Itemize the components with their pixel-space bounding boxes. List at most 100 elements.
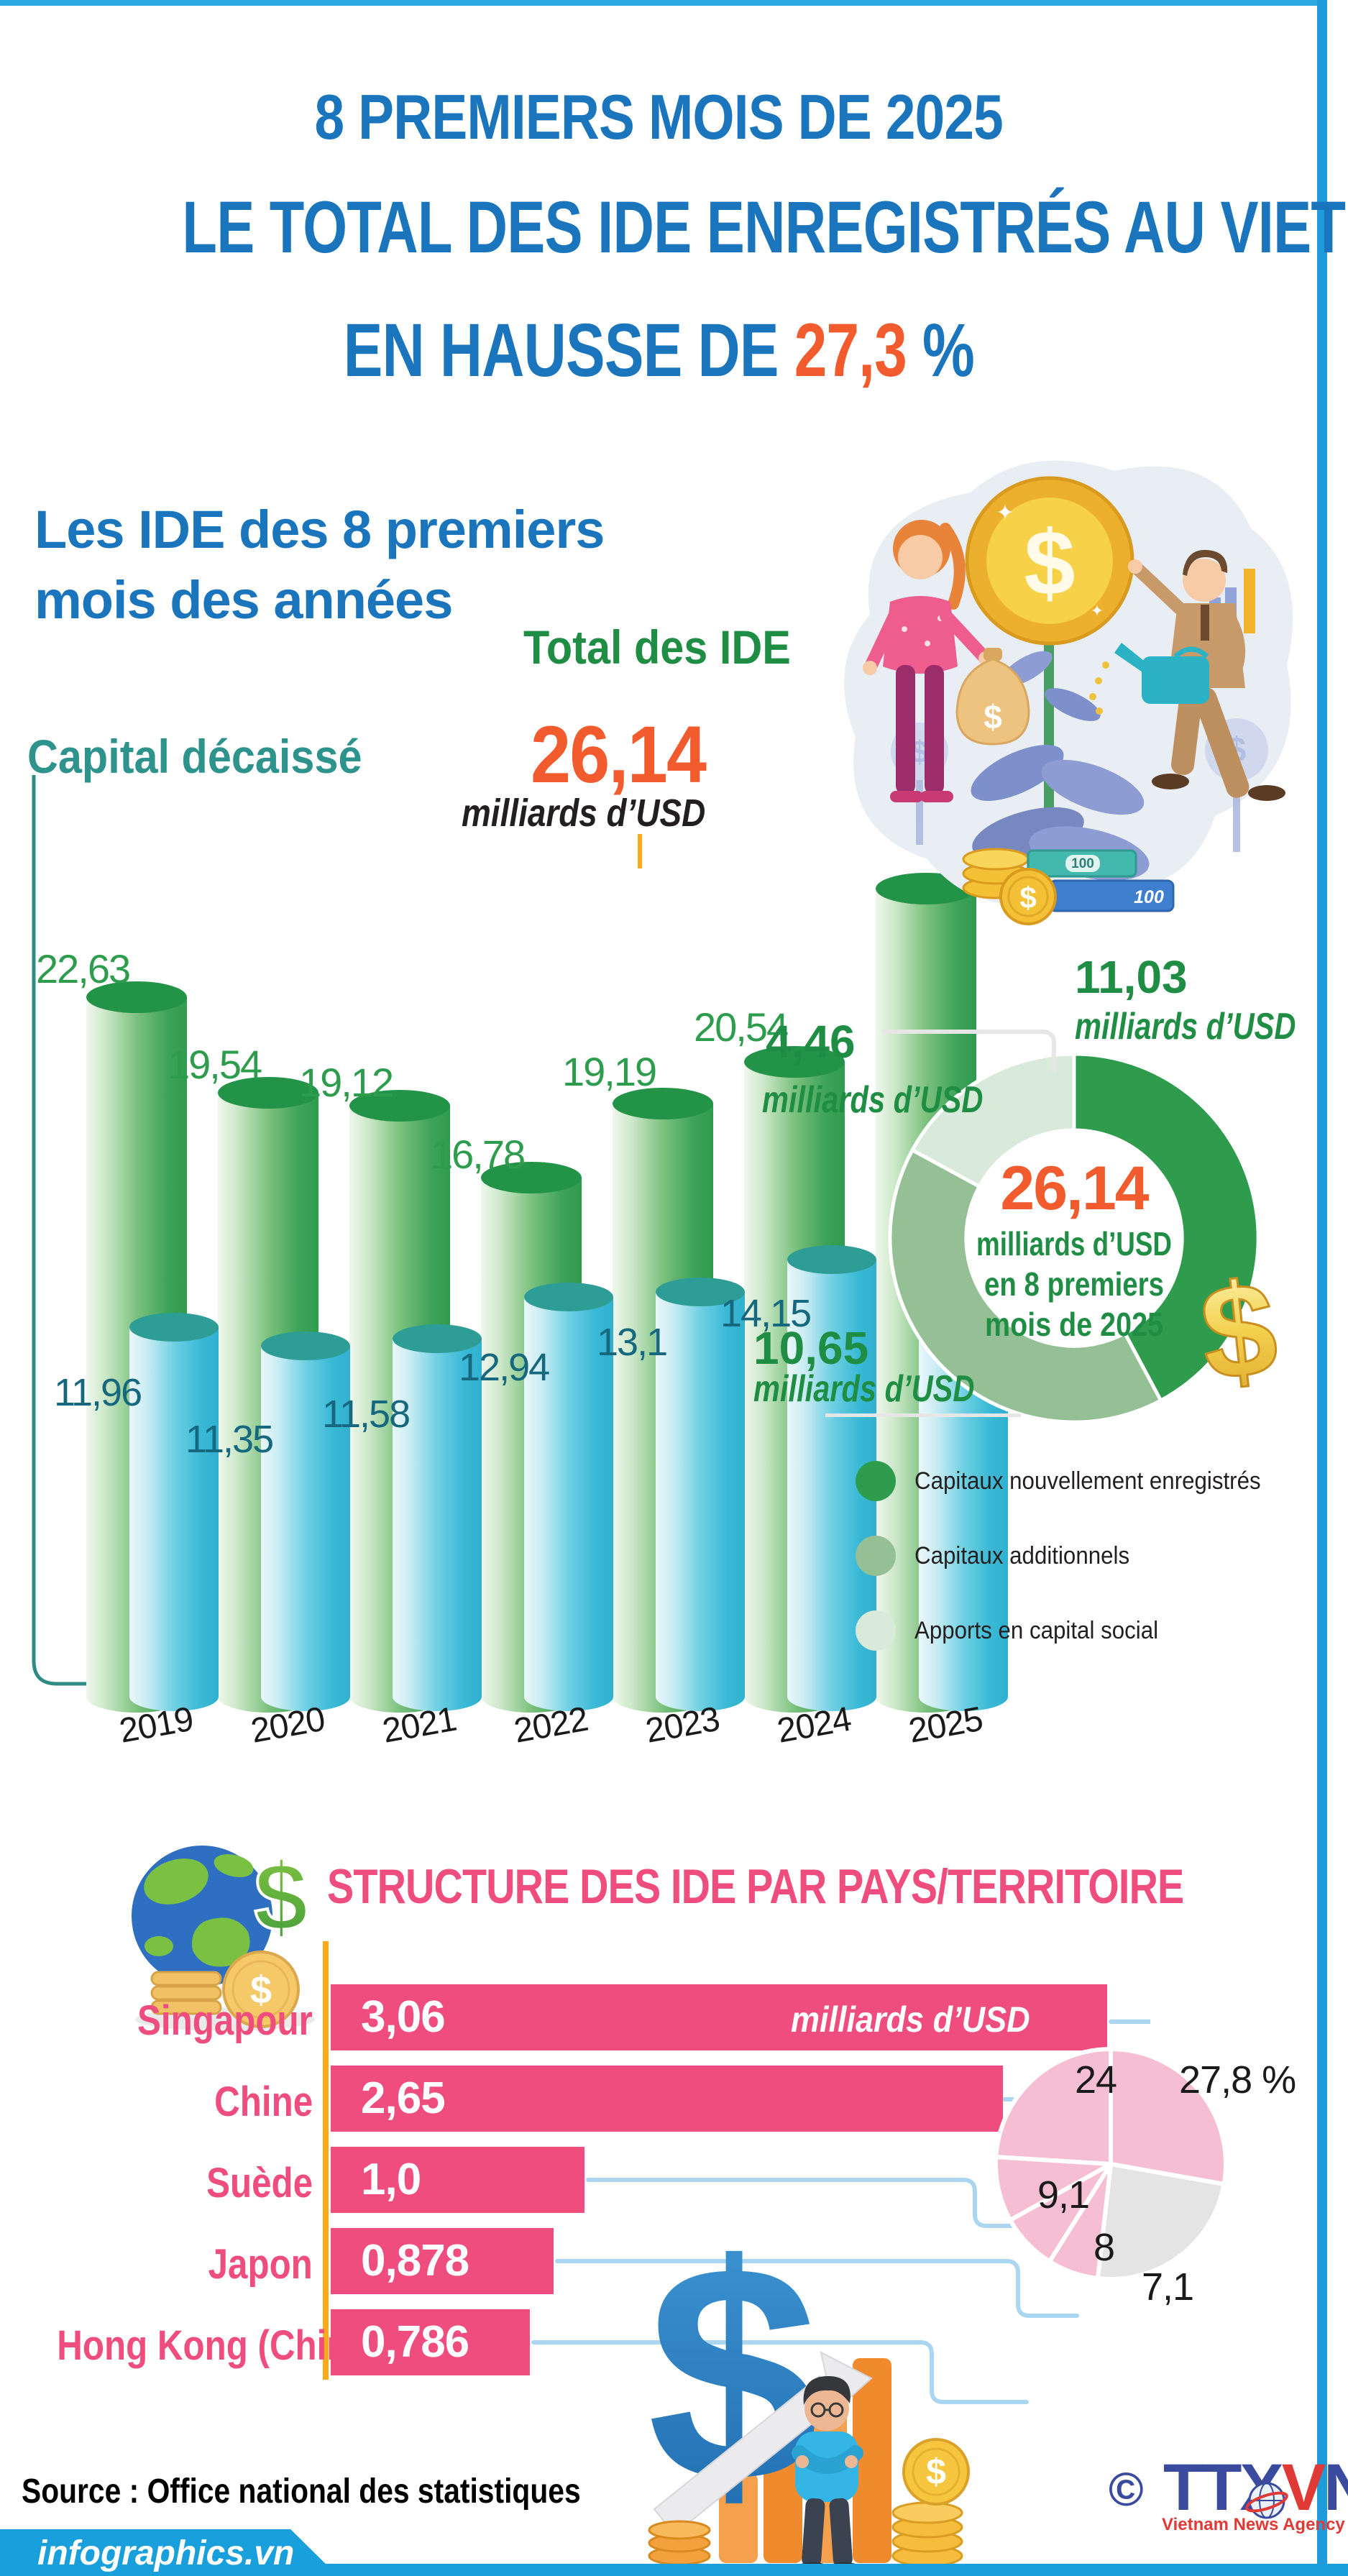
legend-label-additional: Capitaux additionnels <box>914 1541 1130 1569</box>
right-border <box>1317 0 1327 2576</box>
seg-new-value: 11,03 <box>1075 951 1188 1003</box>
highlight-pointer-tick <box>638 834 642 868</box>
svg-text:11,35: 11,35 <box>185 1418 272 1461</box>
svg-text:$: $ <box>250 1968 272 2012</box>
bar-sweden: 1,0 <box>331 2147 584 2213</box>
header-title-line2: EN HAUSSE DE 27,3 % <box>0 308 1317 394</box>
bar-japan-value: 0,878 <box>361 2236 469 2286</box>
investment-illustration: $ $ $ ✦ ✦ <box>844 460 1293 925</box>
agency-abbr-v: V <box>1281 2451 1326 2524</box>
bottom-strip <box>0 2564 1348 2576</box>
bar-china: 2,65 <box>331 2066 1003 2132</box>
country-label-sweden: Suède <box>206 2160 313 2206</box>
woman-figure <box>863 520 993 802</box>
bar-hongkong: 0,786 <box>331 2309 530 2375</box>
dollar-man-illustration: $ $ <box>647 2201 970 2574</box>
pie-label-hongkong: 7,1 <box>1142 2265 1194 2309</box>
donut-center-line3: mois de 2025 <box>985 1306 1163 1343</box>
highlight-unit: milliards d’USD <box>462 791 748 835</box>
highlight-value: 26,14 <box>531 708 725 801</box>
disbursed-bracket <box>32 775 142 1686</box>
svg-text:100: 100 <box>1071 856 1094 871</box>
bar-singapore-unit: milliards d’USD <box>791 1999 1030 2040</box>
svg-text:16,78: 16,78 <box>431 1132 524 1177</box>
highlight-unit-text: milliards d’USD <box>462 792 706 835</box>
donut-center-value: 26,14 <box>1000 1154 1149 1223</box>
bar-china-value: 2,65 <box>361 2073 446 2123</box>
bar-singapore-value: 3,06 <box>361 1992 446 2042</box>
structure-axis <box>323 1941 329 2380</box>
additional-callout-line <box>825 1413 1021 1417</box>
copyright-symbol: © <box>1109 2462 1144 2516</box>
legend-row-additional: Capitaux additionnels <box>856 1536 1148 1576</box>
legend-dot-additional <box>856 1536 896 1576</box>
chart1-title-line2: mois des années <box>35 569 453 630</box>
header-title-line1: LE TOTAL DES IDE ENREGISTRÉS AU VIETNAM <box>0 185 1348 270</box>
svg-text:$: $ <box>926 2452 946 2492</box>
site-banner: infographics.vn <box>0 2529 338 2576</box>
watering-can-icon <box>1089 643 1209 715</box>
svg-text:100: 100 <box>1134 887 1164 907</box>
legend-label-social: Apports en capital social <box>914 1616 1159 1644</box>
legend-label-new: Capitaux nouvellement enregistrés <box>914 1467 1261 1495</box>
donut-slice-new <box>1072 1052 1260 1403</box>
svg-text:14,15: 14,15 <box>720 1292 810 1335</box>
big-coin-icon: $ ✦ ✦ <box>965 476 1134 646</box>
svg-text:11,58: 11,58 <box>322 1393 409 1436</box>
svg-text:19,12: 19,12 <box>299 1060 393 1105</box>
svg-text:✦: ✦ <box>1091 602 1104 620</box>
svg-text:11,96: 11,96 <box>54 1371 141 1414</box>
country-label-china: Chine <box>214 2078 313 2125</box>
svg-text:22,63: 22,63 <box>36 946 129 991</box>
country-label-singapore: Singapour <box>137 1997 313 2044</box>
title-line2-suffix: % <box>906 308 975 393</box>
seg-new-unit: milliards d’USD <box>1075 1006 1296 1048</box>
top-border <box>0 0 1327 6</box>
seg-add-value: 10,65 <box>753 1322 869 1374</box>
svg-text:19,19: 19,19 <box>562 1049 656 1094</box>
donut-center-line2: en 8 premiers <box>984 1265 1164 1303</box>
bar-singapore: 3,06 milliards d’USD <box>331 1984 1107 2050</box>
legend-row-new: Capitaux nouvellement enregistrés <box>856 1461 1291 1501</box>
svg-text:$: $ <box>984 698 1002 735</box>
pie-label-singapore: 27,8 % <box>1179 2058 1296 2101</box>
bar-hongkong-value: 0,786 <box>361 2317 469 2367</box>
series-disbursed-text: Capital décaissé <box>27 730 362 783</box>
svg-text:$: $ <box>254 1843 308 1951</box>
pie-slice-china <box>994 2047 1113 2166</box>
title-line1-text: LE TOTAL DES IDE ENREGISTRÉS AU VIETNAM <box>182 186 1348 268</box>
seg-social-unit: milliards d’USD <box>762 1079 984 1121</box>
header-kicker: 8 PREMIERS MOIS DE 2025 <box>0 81 1317 154</box>
svg-text:13,1: 13,1 <box>597 1321 666 1364</box>
donut-center-line1: milliards d’USD <box>976 1225 1172 1262</box>
big-dollar-icon: $ <box>647 2201 819 2547</box>
series-total-label: Total des IDE <box>523 620 820 674</box>
country-label-hongkong: Hong Kong (Chine) <box>57 2322 380 2369</box>
pie-connector-lines <box>531 2020 1150 2404</box>
bar-japan: 0,878 <box>331 2228 554 2294</box>
svg-text:20,54: 20,54 <box>694 1004 788 1050</box>
legend-row-social: Apports en capital social <box>856 1610 1180 1651</box>
seg-add-unit: milliards d’USD <box>753 1368 975 1410</box>
front-coin-icon: $ <box>999 868 1057 925</box>
chart1-title-line1: Les IDE des 8 premiers <box>35 500 605 559</box>
agency-name: Vietnam News Agency <box>1162 2515 1345 2534</box>
agency-abbr-n: N <box>1324 2451 1348 2524</box>
site-name: infographics.vn <box>37 2534 295 2572</box>
fdi-donut-chart: 26,14 milliards d’USD en 8 premiers mois… <box>888 1052 1260 1424</box>
country-label-japan: Japon <box>208 2241 313 2288</box>
svg-text:19,54: 19,54 <box>168 1042 262 1087</box>
money-bag-icon: $ <box>955 648 1030 746</box>
svg-text:✦: ✦ <box>996 501 1014 525</box>
chart1-title: Les IDE des 8 premiers mois des années <box>35 495 605 635</box>
fdi-bar-chart: 22,63 19,54 19,12 16,78 19,19 20,54 11,9… <box>36 873 1093 1751</box>
kicker-text: 8 PREMIERS MOIS DE 2025 <box>314 81 1003 152</box>
donut-slice-additional <box>888 1148 1163 1424</box>
pie-slice-others <box>1095 2162 1227 2281</box>
structure-title: STRUCTURE DES IDE PAR PAYS/TERRITOIRE <box>327 1859 1184 1914</box>
svg-text:$: $ <box>1194 1258 1283 1409</box>
agency-globe-icon <box>1245 2482 1288 2519</box>
svg-text:$: $ <box>1024 512 1075 615</box>
title-line2-prefix: EN HAUSSE DE <box>343 308 794 393</box>
